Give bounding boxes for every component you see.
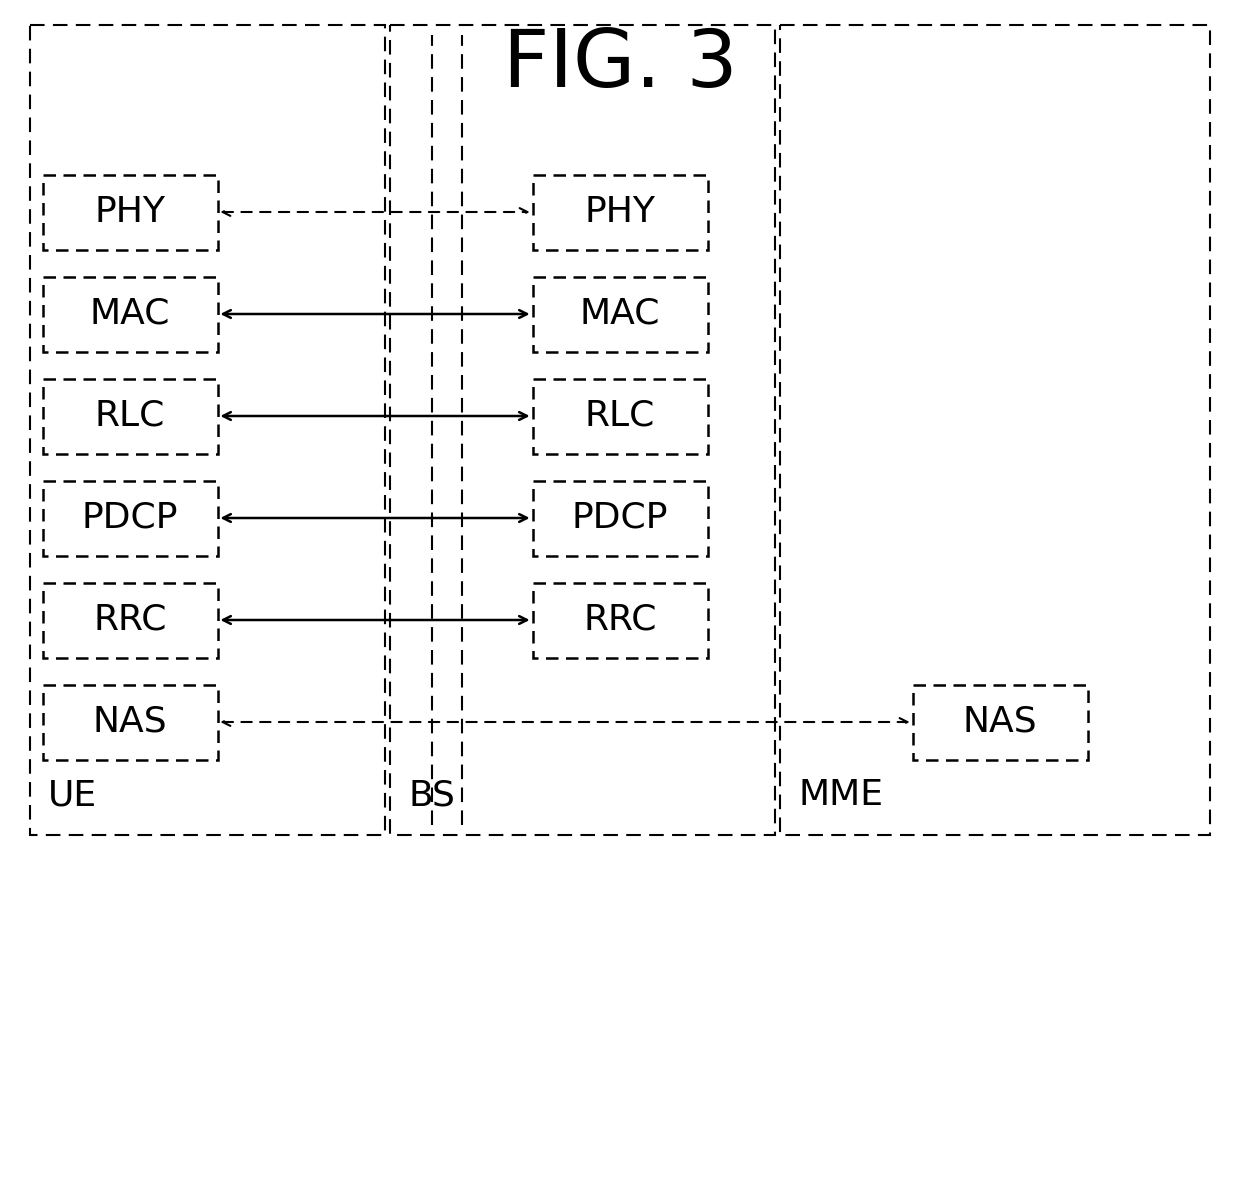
Text: PDCP: PDCP: [572, 501, 668, 536]
Text: MAC: MAC: [89, 298, 170, 331]
Bar: [42, 276, 217, 351]
Bar: [532, 378, 708, 453]
Text: PDCP: PDCP: [82, 501, 179, 536]
Bar: [30, 25, 384, 835]
Text: FIG. 3: FIG. 3: [502, 26, 738, 104]
FancyArrowPatch shape: [223, 208, 527, 215]
FancyArrowPatch shape: [223, 514, 527, 522]
Text: UE: UE: [48, 778, 97, 812]
Bar: [42, 378, 217, 453]
Bar: [42, 175, 217, 250]
Bar: [532, 276, 708, 351]
Bar: [913, 684, 1087, 759]
Bar: [391, 25, 775, 835]
Text: NAS: NAS: [93, 704, 167, 739]
FancyArrowPatch shape: [223, 718, 908, 726]
Text: PHY: PHY: [94, 195, 165, 228]
Text: MAC: MAC: [580, 298, 660, 331]
Text: NAS: NAS: [962, 704, 1038, 739]
Bar: [780, 25, 1210, 835]
Bar: [42, 481, 217, 556]
Bar: [532, 175, 708, 250]
Text: RRC: RRC: [583, 603, 657, 637]
FancyArrowPatch shape: [223, 311, 527, 318]
Bar: [532, 582, 708, 658]
Text: BS: BS: [408, 778, 455, 812]
Text: RLC: RLC: [94, 399, 165, 433]
Bar: [532, 481, 708, 556]
Text: RLC: RLC: [585, 399, 655, 433]
Text: RRC: RRC: [93, 603, 166, 637]
Bar: [42, 684, 217, 759]
Text: MME: MME: [799, 778, 883, 812]
Text: PHY: PHY: [584, 195, 656, 228]
FancyArrowPatch shape: [223, 412, 527, 420]
FancyArrowPatch shape: [223, 616, 527, 624]
Bar: [42, 582, 217, 658]
